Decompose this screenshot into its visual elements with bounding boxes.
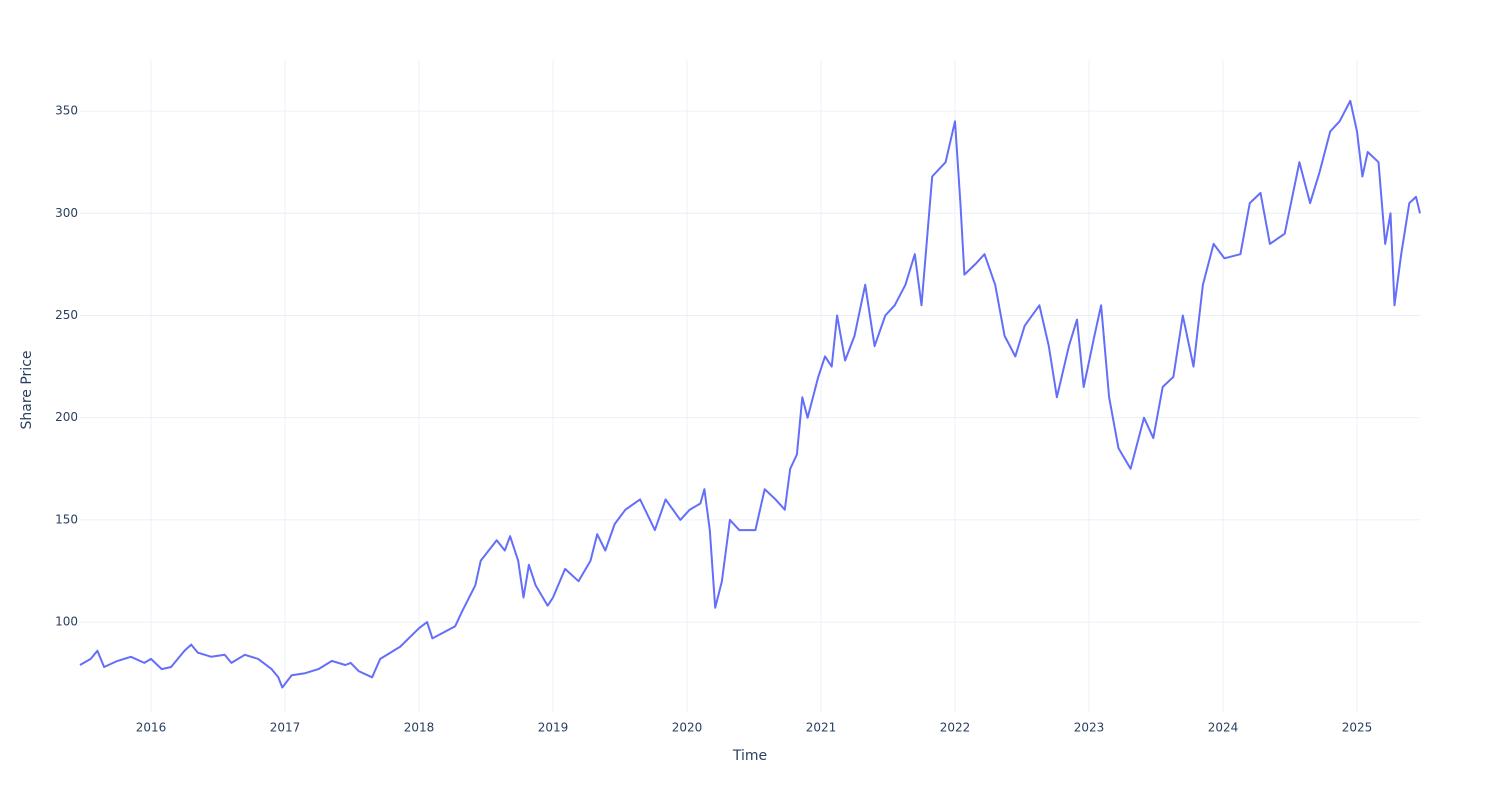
price-line [79,99,1421,689]
y-tick-label: 100 [55,615,78,629]
y-tick-label: 350 [55,104,78,118]
x-tick-label: 2018 [404,721,435,735]
x-tick-label: 2022 [940,721,971,735]
x-tick-label: 2020 [672,721,703,735]
y-tick-label: 200 [55,410,78,424]
y-tick-label: 250 [55,308,78,322]
x-tick-label: 2023 [1074,721,1105,735]
y-tick-label: 300 [55,206,78,220]
x-tick-label: 2021 [806,721,837,735]
x-tick-label: 2017 [270,721,301,735]
x-tick-label: 2016 [136,721,167,735]
y-axis-title: Share Price [19,350,35,429]
x-axis-title: Time [732,748,767,764]
x-tick-label: 2025 [1342,721,1373,735]
x-tick-label: 2019 [538,721,569,735]
y-tick-label: 150 [55,512,78,526]
x-tick-label: 2024 [1208,721,1239,735]
